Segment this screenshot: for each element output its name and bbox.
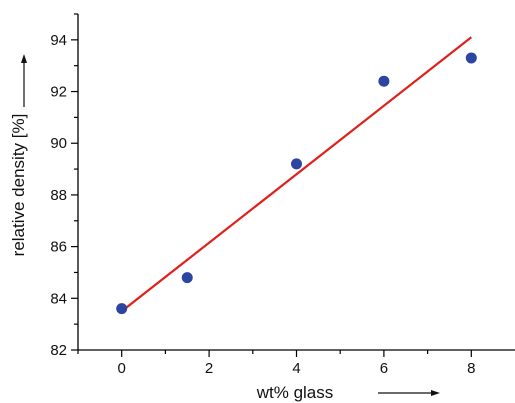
y-axis-arrow: [21, 54, 27, 107]
y-tick-label: 84: [50, 290, 67, 307]
x-axis-title: wt% glass: [256, 383, 334, 402]
x-axis-arrow: [378, 390, 440, 396]
y-tick-label: 94: [50, 32, 67, 49]
x-tick-label: 4: [292, 360, 300, 377]
y-tick-label: 92: [50, 84, 67, 101]
x-tick-label: 2: [205, 360, 213, 377]
y-tick-label: 88: [50, 187, 67, 204]
y-axis-title: relative density [%]: [9, 114, 28, 257]
y-tick-label: 82: [50, 342, 67, 359]
fit-line: [121, 36, 472, 313]
data-point: [116, 303, 128, 315]
ticks: 0 2 4 6 8 82 84 86 88 90 92 94: [50, 13, 475, 377]
data-point: [465, 52, 477, 64]
data-point: [378, 75, 390, 87]
axes: [77, 14, 515, 351]
data-point: [181, 272, 193, 284]
y-tick-label: 90: [50, 135, 67, 152]
x-tick-label: 8: [467, 360, 475, 377]
x-tick-label: 6: [380, 360, 388, 377]
data-marks: [116, 36, 477, 315]
y-tick-label: 86: [50, 239, 67, 256]
data-point: [291, 158, 302, 170]
x-tick-label: 0: [118, 360, 126, 377]
